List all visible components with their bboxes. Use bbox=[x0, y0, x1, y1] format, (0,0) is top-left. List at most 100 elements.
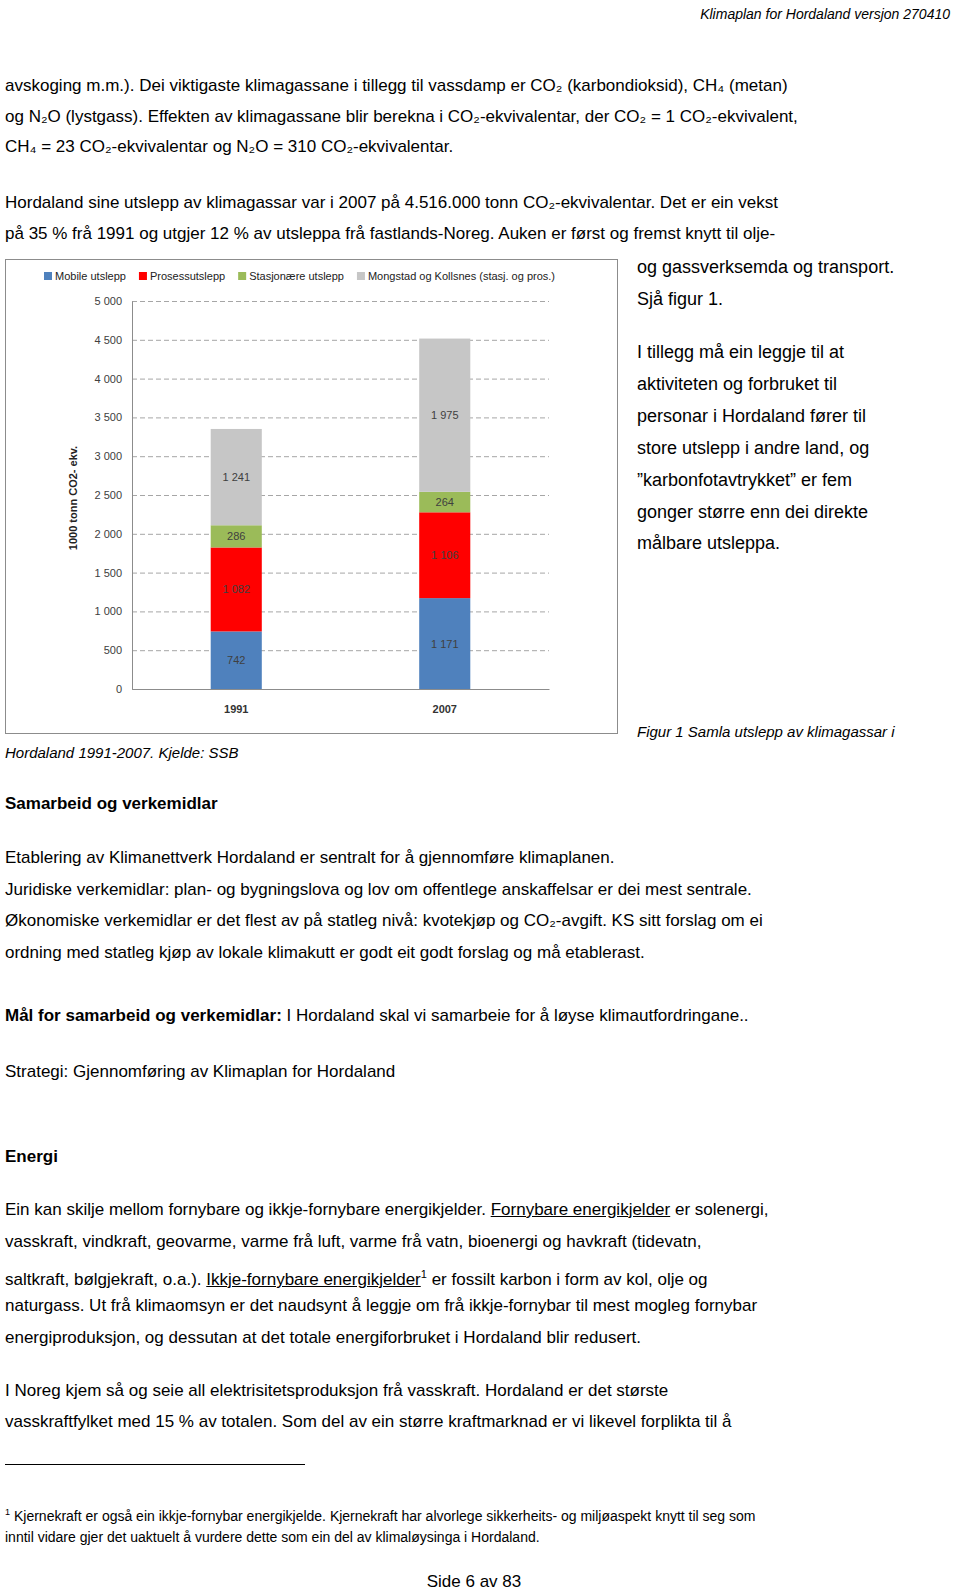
grid-line bbox=[132, 379, 549, 380]
caption-line: Hordaland 1991-2007. Kjelde: SSB bbox=[5, 742, 239, 764]
grid-line bbox=[132, 301, 549, 302]
grid-line bbox=[132, 650, 549, 651]
side-line: ”karbonfotavtrykket” er fem bbox=[637, 469, 852, 491]
legend-swatch bbox=[44, 272, 52, 280]
y-tick-label: 4 000 bbox=[94, 373, 122, 385]
text-run: saltkraft, bølgjekraft, o.a.). bbox=[5, 1270, 206, 1289]
y-tick-label: 500 bbox=[104, 644, 122, 656]
side-line: gonger større enn dei direkte bbox=[637, 501, 868, 523]
y-tick-label: 3 000 bbox=[94, 450, 122, 462]
text-run: I Hordaland skal vi samarbeie for å løys… bbox=[282, 1006, 749, 1025]
paragraph-line: Etablering av Klimanettverk Hordaland er… bbox=[5, 847, 614, 869]
side-line: aktiviteten og forbruket til bbox=[637, 373, 837, 395]
bar bbox=[211, 429, 262, 525]
legend-swatch bbox=[139, 272, 147, 280]
data-label: 742 bbox=[227, 654, 245, 666]
x-axis-line bbox=[133, 689, 550, 690]
x-tick-label: 1991 bbox=[224, 703, 248, 715]
paragraph-line: CH₄ = 23 CO₂-ekvivalentar og N₂O = 310 C… bbox=[5, 136, 453, 158]
y-tick-label: 1 500 bbox=[94, 567, 122, 579]
y-tick-label: 5 000 bbox=[94, 295, 122, 307]
paragraph-line: Hordaland sine utslepp av klimagassar va… bbox=[5, 192, 778, 214]
y-tick: 4 500 bbox=[94, 334, 132, 346]
y-tick: 2 500 bbox=[94, 489, 132, 501]
paragraph-line: Mål for samarbeid og verkemidlar: I Hord… bbox=[5, 1005, 749, 1027]
bar bbox=[211, 525, 262, 547]
data-label: 1 106 bbox=[431, 549, 459, 561]
legend-swatch bbox=[357, 272, 365, 280]
y-tick-label: 4 500 bbox=[94, 334, 122, 346]
bar bbox=[419, 339, 470, 492]
legend-item: Prosessutslepp bbox=[139, 270, 225, 282]
side-line: I tillegg må ein leggje til at bbox=[637, 341, 844, 363]
legend-swatch bbox=[238, 272, 246, 280]
y-tick: 4 000 bbox=[94, 373, 132, 385]
y-tick: 2 000 bbox=[94, 528, 132, 540]
y-tick-label: 0 bbox=[116, 683, 122, 695]
data-label: 1 241 bbox=[222, 471, 250, 483]
page: { "header": {"title": "Klimaplan for Hor… bbox=[0, 0, 960, 1593]
grid-line bbox=[132, 573, 549, 574]
text-run: er fossilt karbon i form av kol, olje og bbox=[427, 1270, 708, 1289]
paragraph-line: avskoging m.m.). Dei viktigaste klimagas… bbox=[5, 75, 788, 97]
y-tick-label: 2 500 bbox=[94, 489, 122, 501]
paragraph-line: Juridiske verkemidlar: plan- og bygnings… bbox=[5, 879, 752, 901]
legend-label: Prosessutslepp bbox=[150, 270, 225, 282]
footnote-rule bbox=[5, 1464, 305, 1465]
footnote-line: inntil vidare gjer det uaktuelt å vurder… bbox=[5, 1526, 540, 1548]
side-line: store utslepp i andre land, og bbox=[637, 437, 869, 459]
y-tick: 3 500 bbox=[94, 411, 132, 423]
data-label: 264 bbox=[436, 496, 454, 508]
paragraph-line: I Noreg kjem så og seie all elektrisitet… bbox=[5, 1380, 668, 1402]
text-run: Fornybare energikjelder bbox=[491, 1200, 671, 1219]
side-line: målbare utsleppa. bbox=[637, 532, 780, 554]
text-run: er solenergi, bbox=[670, 1200, 768, 1219]
side-line: og gassverksemda og transport. bbox=[637, 256, 894, 278]
x-tick: 2007 bbox=[433, 689, 457, 715]
data-labels: 7421 1711 0821 1062862641 2411 975 bbox=[222, 409, 458, 666]
grid-line bbox=[132, 340, 549, 341]
legend-item: Stasjonære utslepp bbox=[238, 270, 344, 282]
grid-line bbox=[132, 495, 549, 496]
data-label: 1 975 bbox=[431, 409, 459, 421]
data-label: 1 082 bbox=[222, 583, 250, 595]
legend: Mobile utslepp Prosessutslepp Stasjonære u… bbox=[44, 270, 555, 282]
legend-label: Stasjonære utslepp bbox=[249, 270, 344, 282]
grid-line bbox=[132, 417, 549, 418]
side-line: personar i Hordaland fører til bbox=[637, 405, 866, 427]
paragraph-line: vasskraft, vindkraft, geovarme, varme fr… bbox=[5, 1231, 701, 1253]
y-tick: 1 000 bbox=[94, 605, 132, 617]
bar bbox=[211, 547, 262, 631]
text-run: Kjernekraft er også ein ikkje-fornybar e… bbox=[10, 1508, 755, 1524]
paragraph-line: og N₂O (lystgass). Effekten av klimagass… bbox=[5, 106, 798, 128]
y-tick: 5 000 bbox=[94, 295, 132, 307]
paragraph-line: Ein kan skilje mellom fornybare og ikkje… bbox=[5, 1199, 769, 1221]
caption-line: Figur 1 Samla utslepp av klimagassar i bbox=[637, 721, 895, 743]
text-run: Mål for samarbeid og verkemidlar: bbox=[5, 1006, 282, 1025]
y-tick: 0 bbox=[116, 683, 132, 695]
footnote-line: 1 Kjernekraft er også ein ikkje-fornybar… bbox=[5, 1501, 756, 1527]
y-tick: 1 500 bbox=[94, 567, 132, 579]
legend-item: Mobile utslepp bbox=[44, 270, 126, 282]
bar bbox=[419, 598, 470, 689]
paragraph-line: saltkraft, bølgjekraft, o.a.). Ikkje-for… bbox=[5, 1263, 708, 1291]
grid-line bbox=[132, 611, 549, 612]
paragraph-line: energiproduksjon, og dessutan at det tot… bbox=[5, 1327, 641, 1349]
superscript: 1 bbox=[5, 1507, 10, 1517]
heading-line: Samarbeid og verkemidlar bbox=[5, 793, 218, 815]
page-header: Klimaplan for Hordaland versjon 270410 bbox=[700, 3, 950, 25]
legend-label: Mongstad og Kollsnes (stasj. og pros.) bbox=[368, 270, 555, 282]
paragraph-line: Økonomiske verkemidlar er det flest av p… bbox=[5, 910, 763, 932]
y-tick: 3 000 bbox=[94, 450, 132, 462]
paragraph-line: på 35 % frå 1991 og utgjer 12 % av utsle… bbox=[5, 223, 775, 245]
text-run: Ein kan skilje mellom fornybare og ikkje… bbox=[5, 1200, 491, 1219]
x-tick: 1991 bbox=[224, 689, 248, 715]
heading-line: Energi bbox=[5, 1146, 58, 1168]
grid-line bbox=[132, 689, 549, 690]
text-run: Ikkje-fornybare energikjelder bbox=[206, 1270, 421, 1289]
x-tick-label: 2007 bbox=[433, 703, 457, 715]
bar bbox=[211, 631, 262, 689]
y-axis-title: 1000 tonn CO2- ekv. bbox=[67, 446, 79, 550]
paragraph-line: Strategi: Gjennomføring av Klimaplan for… bbox=[5, 1061, 395, 1083]
x-axis: 1991 2007 bbox=[133, 689, 550, 715]
